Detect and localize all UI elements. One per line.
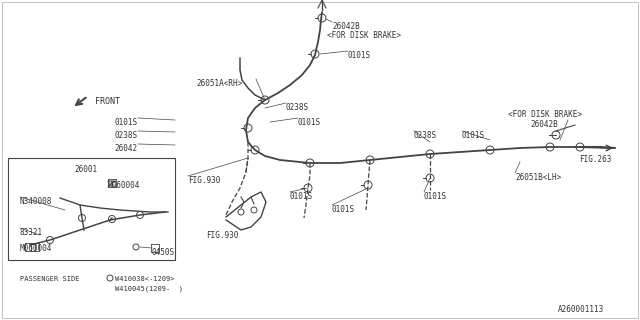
Text: 0101S: 0101S [348, 51, 371, 60]
Text: W410038<-1209>: W410038<-1209> [115, 276, 175, 282]
Text: 0101S: 0101S [115, 118, 138, 127]
Text: 26051A<RH>: 26051A<RH> [196, 79, 243, 88]
Text: FIG.930: FIG.930 [188, 176, 220, 185]
Text: 0101S: 0101S [298, 118, 321, 127]
Text: 0101S: 0101S [332, 205, 355, 214]
Text: A260001113: A260001113 [558, 305, 604, 314]
Bar [8, 158, 175, 260]
Text: 0101S: 0101S [424, 192, 447, 201]
Text: 83321: 83321 [20, 228, 43, 237]
Text: FIG.263: FIG.263 [580, 155, 612, 164]
Text: 26001: 26001 [74, 165, 97, 174]
Text: 0238S: 0238S [286, 103, 309, 112]
Text: FRONT: FRONT [95, 97, 120, 106]
Text: M060004: M060004 [108, 181, 140, 190]
Text: <FOR DISK BRAKE>: <FOR DISK BRAKE> [508, 110, 582, 119]
Text: 0101S: 0101S [462, 131, 485, 140]
Text: <FOR DISK BRAKE>: <FOR DISK BRAKE> [327, 31, 401, 40]
Text: 0238S: 0238S [414, 131, 437, 140]
Text: W410045(1209-  ): W410045(1209- ) [115, 285, 183, 292]
Text: 0238S: 0238S [115, 131, 138, 140]
Text: 26051B<LH>: 26051B<LH> [515, 173, 561, 182]
Text: 0450S: 0450S [152, 248, 175, 257]
Text: PASSENGER SIDE: PASSENGER SIDE [20, 276, 79, 282]
Text: FIG.930: FIG.930 [206, 231, 238, 240]
Text: N340008: N340008 [20, 197, 52, 206]
Text: 26042B: 26042B [530, 120, 557, 129]
Text: 26042: 26042 [115, 144, 138, 153]
Text: 0101S: 0101S [290, 192, 313, 201]
Text: M060004: M060004 [20, 244, 52, 253]
Text: 26042B: 26042B [332, 22, 360, 31]
